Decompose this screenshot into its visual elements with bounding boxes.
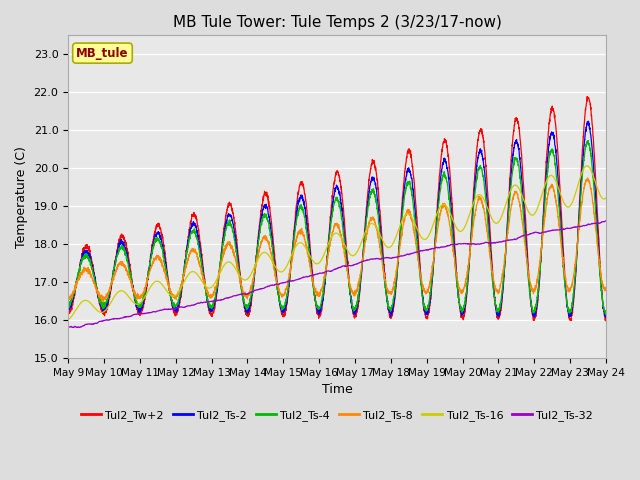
Y-axis label: Temperature (C): Temperature (C) [15,146,28,248]
Text: MB_tule: MB_tule [76,47,129,60]
Title: MB Tule Tower: Tule Temps 2 (3/23/17-now): MB Tule Tower: Tule Temps 2 (3/23/17-now… [173,15,502,30]
X-axis label: Time: Time [322,383,353,396]
Legend: Tul2_Tw+2, Tul2_Ts-2, Tul2_Ts-4, Tul2_Ts-8, Tul2_Ts-16, Tul2_Ts-32: Tul2_Tw+2, Tul2_Ts-2, Tul2_Ts-4, Tul2_Ts… [77,406,598,425]
